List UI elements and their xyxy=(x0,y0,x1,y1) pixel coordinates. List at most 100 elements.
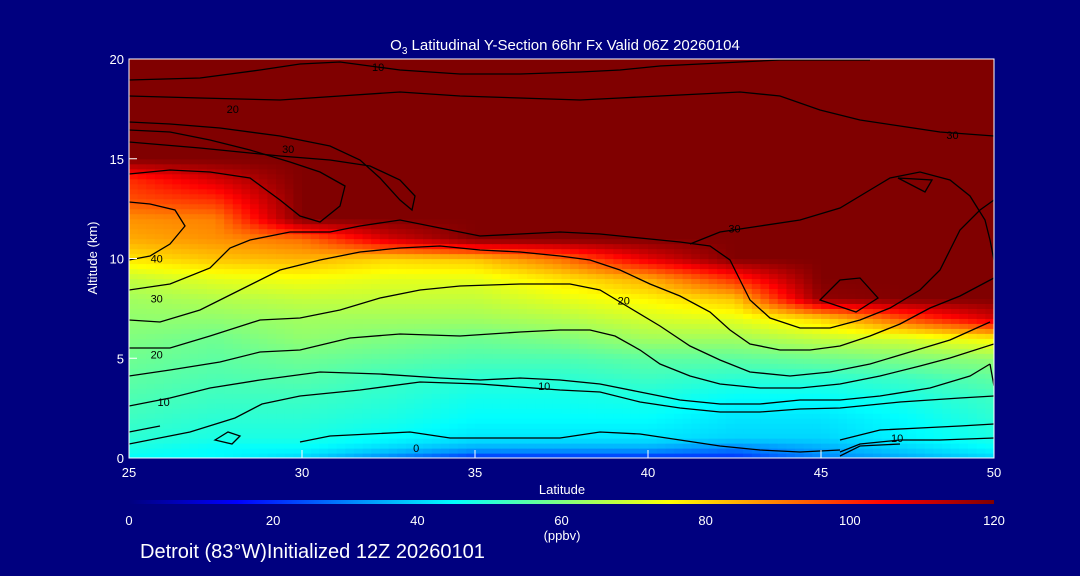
heatmap-cell xyxy=(587,373,597,379)
heatmap-cell xyxy=(137,233,147,240)
heatmap-cell xyxy=(293,418,303,424)
heatmap-cell xyxy=(215,378,225,384)
heatmap-cell xyxy=(717,418,727,424)
heatmap-cell xyxy=(976,223,986,230)
heatmap-cell xyxy=(379,343,390,349)
heatmap-cell xyxy=(258,403,268,409)
heatmap-cell xyxy=(665,278,675,285)
heatmap-cell xyxy=(241,233,251,240)
heatmap-cell xyxy=(872,413,883,419)
heatmap-cell xyxy=(544,413,554,419)
heatmap-cell xyxy=(682,448,692,454)
heatmap-cell xyxy=(379,228,390,235)
heatmap-cell xyxy=(959,238,969,245)
heatmap-cell xyxy=(509,238,519,245)
heatmap-cell xyxy=(336,398,346,404)
heatmap-cell xyxy=(302,408,312,414)
heatmap-cell xyxy=(397,443,407,449)
heatmap-cell xyxy=(769,393,779,399)
heatmap-cell xyxy=(656,438,666,444)
heatmap-cell xyxy=(838,268,848,275)
heatmap-cell xyxy=(440,328,450,334)
heatmap-cell xyxy=(942,328,952,334)
heatmap-cell xyxy=(613,388,623,394)
heatmap-cell xyxy=(345,328,355,334)
heatmap-cell xyxy=(769,348,779,354)
heatmap-cell xyxy=(769,358,779,364)
heatmap-cell xyxy=(890,288,900,295)
heatmap-cell xyxy=(475,418,485,424)
heatmap-cell xyxy=(942,393,952,399)
heatmap-cell xyxy=(968,293,978,299)
heatmap-cell xyxy=(180,218,191,225)
heatmap-cell xyxy=(535,333,545,339)
heatmap-cell xyxy=(475,388,485,394)
heatmap-cell xyxy=(596,343,606,349)
heatmap-cell xyxy=(137,253,147,260)
heatmap-cell xyxy=(976,373,986,379)
heatmap-cell xyxy=(518,358,528,364)
heatmap-cell xyxy=(821,398,831,404)
heatmap-cell xyxy=(838,228,848,235)
heatmap-cell xyxy=(604,278,614,285)
heatmap-cell xyxy=(552,313,563,319)
heatmap-cell xyxy=(535,413,545,419)
heatmap-cell xyxy=(518,313,528,319)
heatmap-cell xyxy=(224,253,234,260)
heatmap-cell xyxy=(838,443,848,449)
heatmap-cell xyxy=(258,353,268,359)
heatmap-cell xyxy=(570,213,580,220)
heatmap-cell xyxy=(907,228,917,235)
heatmap-cell xyxy=(751,443,762,449)
heatmap-cell xyxy=(665,243,675,250)
heatmap-cell xyxy=(258,228,268,235)
heatmap-cell xyxy=(466,423,476,429)
heatmap-cell xyxy=(215,208,225,215)
heatmap-cell xyxy=(544,348,554,354)
heatmap-cell xyxy=(942,293,952,299)
heatmap-cell xyxy=(475,363,485,369)
heatmap-cell xyxy=(552,438,563,444)
heatmap-cell xyxy=(725,448,736,454)
heatmap-cell xyxy=(129,408,139,414)
heatmap-cell xyxy=(604,438,614,444)
heatmap-cell xyxy=(544,233,554,240)
heatmap-cell xyxy=(466,448,476,454)
heatmap-cell xyxy=(129,338,139,344)
heatmap-cell xyxy=(821,243,831,250)
heatmap-cell xyxy=(959,313,969,319)
heatmap-cell xyxy=(154,263,165,270)
heatmap-cell xyxy=(846,383,857,389)
heatmap-cell xyxy=(535,248,545,255)
heatmap-cell xyxy=(371,293,381,299)
heatmap-cell xyxy=(129,248,139,255)
heatmap-cell xyxy=(267,433,277,439)
heatmap-cell xyxy=(881,263,891,270)
heatmap-cell xyxy=(397,213,407,220)
heatmap-cell xyxy=(362,288,372,295)
heatmap-cell xyxy=(180,313,191,319)
heatmap-cell xyxy=(561,303,571,309)
heatmap-cell xyxy=(898,303,909,309)
heatmap-cell xyxy=(440,318,450,324)
heatmap-cell xyxy=(829,423,839,429)
heatmap-cell xyxy=(544,313,554,319)
heatmap-cell xyxy=(604,258,614,265)
heatmap-cell xyxy=(310,323,320,329)
heatmap-cell xyxy=(916,213,926,220)
heatmap-cell xyxy=(397,293,407,299)
heatmap-cell xyxy=(812,338,822,344)
heatmap-cell xyxy=(327,388,338,394)
heatmap-cell xyxy=(163,423,173,429)
heatmap-cell xyxy=(137,378,147,384)
heatmap-cell xyxy=(206,298,217,304)
heatmap-cell xyxy=(189,258,199,265)
heatmap-cell xyxy=(872,303,883,309)
heatmap-cell xyxy=(630,378,640,384)
heatmap-cell xyxy=(319,348,329,354)
heatmap-cell xyxy=(258,383,268,389)
heatmap-cell xyxy=(154,328,165,334)
heatmap-cell xyxy=(284,353,294,359)
heatmap-cell xyxy=(708,333,718,339)
heatmap-cell xyxy=(786,233,796,240)
